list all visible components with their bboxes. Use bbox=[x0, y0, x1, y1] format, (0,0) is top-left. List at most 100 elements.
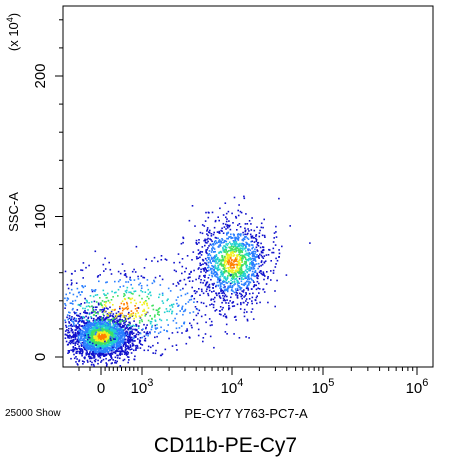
event-dot bbox=[137, 275, 139, 278]
event-dot bbox=[222, 275, 224, 277]
event-dot bbox=[205, 305, 208, 308]
event-dot bbox=[90, 326, 93, 329]
event-dot bbox=[234, 240, 237, 242]
event-dot bbox=[122, 309, 124, 312]
event-dot bbox=[222, 232, 225, 234]
event-dot bbox=[220, 263, 223, 265]
event-dot bbox=[234, 245, 236, 247]
event-dot bbox=[125, 281, 127, 283]
event-dot bbox=[114, 280, 116, 283]
event-dot bbox=[135, 323, 137, 326]
event-dot bbox=[188, 280, 191, 282]
event-dot bbox=[197, 328, 200, 331]
event-dot bbox=[124, 274, 127, 277]
x-tick-label: 105 bbox=[312, 377, 335, 397]
event-dot bbox=[116, 345, 118, 348]
event-dot bbox=[119, 354, 121, 356]
event-dot bbox=[119, 321, 121, 324]
event-dot bbox=[145, 327, 147, 330]
event-dot bbox=[93, 356, 96, 358]
event-dot bbox=[91, 323, 93, 325]
event-dot bbox=[82, 317, 85, 319]
event-dot bbox=[208, 266, 210, 269]
event-dot bbox=[240, 272, 243, 275]
event-dot bbox=[212, 284, 214, 286]
event-dot bbox=[88, 357, 91, 360]
event-dot bbox=[183, 321, 186, 324]
event-dot bbox=[208, 286, 210, 289]
event-dot bbox=[151, 326, 153, 328]
event-dot bbox=[97, 354, 99, 357]
event-dot bbox=[122, 314, 124, 317]
event-dot bbox=[219, 282, 222, 284]
event-dot bbox=[95, 308, 97, 311]
event-dot bbox=[104, 322, 106, 325]
event-dot bbox=[73, 353, 75, 356]
event-dot bbox=[94, 290, 96, 293]
event-dot bbox=[91, 305, 93, 307]
event-dot bbox=[247, 274, 250, 276]
event-dot bbox=[220, 271, 222, 274]
event-dot bbox=[135, 333, 138, 336]
event-dot bbox=[106, 331, 108, 333]
event-dot bbox=[114, 326, 116, 328]
event-dot bbox=[96, 330, 98, 332]
event-dot bbox=[70, 279, 73, 282]
event-dot bbox=[251, 240, 253, 243]
event-dot bbox=[274, 244, 277, 246]
event-dot bbox=[97, 325, 99, 327]
event-dot bbox=[91, 332, 93, 335]
event-dot bbox=[120, 335, 122, 337]
event-dot bbox=[204, 267, 206, 269]
event-dot bbox=[95, 315, 97, 317]
event-dot bbox=[272, 241, 275, 243]
event-dot bbox=[121, 346, 123, 349]
event-dot bbox=[123, 295, 125, 298]
event-dot bbox=[200, 271, 202, 273]
event-dot bbox=[196, 290, 198, 293]
event-dot bbox=[98, 349, 100, 351]
event-dot bbox=[256, 244, 259, 246]
event-dot bbox=[131, 315, 133, 317]
event-dot bbox=[205, 282, 208, 285]
event-dot bbox=[238, 275, 241, 278]
event-dot bbox=[216, 242, 218, 244]
event-dot bbox=[128, 323, 131, 326]
event-dot bbox=[218, 260, 221, 263]
event-dot bbox=[208, 274, 211, 276]
event-dot bbox=[278, 197, 280, 200]
event-dot bbox=[158, 311, 160, 313]
event-dot bbox=[234, 236, 236, 239]
event-dot bbox=[256, 273, 259, 276]
event-dot bbox=[88, 347, 90, 349]
event-dot bbox=[130, 326, 132, 329]
event-dot bbox=[232, 277, 235, 279]
event-dot bbox=[205, 321, 207, 324]
event-dot bbox=[115, 340, 118, 342]
event-dot bbox=[232, 252, 234, 255]
event-dot bbox=[126, 324, 129, 326]
event-dot bbox=[175, 327, 178, 330]
event-dot bbox=[236, 265, 239, 267]
event-dot bbox=[222, 294, 224, 297]
event-dot bbox=[203, 270, 205, 272]
event-dot bbox=[238, 286, 241, 288]
event-dot bbox=[214, 236, 217, 239]
event-dot bbox=[260, 251, 263, 254]
event-dot bbox=[102, 289, 105, 292]
event-dot bbox=[87, 355, 90, 358]
event-dot bbox=[143, 323, 145, 326]
event-dot bbox=[230, 247, 232, 250]
event-dot bbox=[146, 304, 149, 307]
event-dot bbox=[108, 312, 110, 314]
event-dot bbox=[254, 248, 256, 251]
event-dot bbox=[72, 300, 74, 302]
event-dot bbox=[197, 253, 200, 255]
event-dot bbox=[133, 317, 135, 320]
event-dot bbox=[228, 255, 230, 257]
event-dot bbox=[68, 321, 70, 323]
event-dot bbox=[144, 300, 146, 303]
event-dot bbox=[252, 262, 254, 264]
event-dot bbox=[191, 295, 193, 297]
event-dot bbox=[98, 332, 101, 334]
